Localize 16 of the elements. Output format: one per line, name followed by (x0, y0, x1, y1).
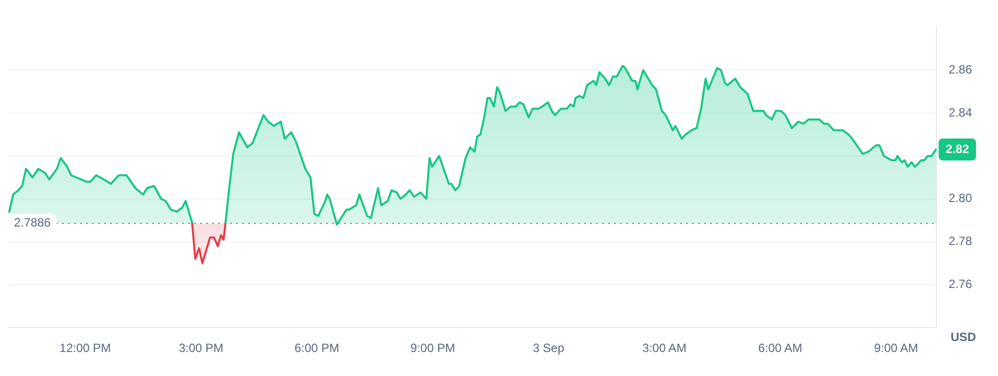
x-tick-label: 6:00 PM (294, 341, 340, 356)
y-tick-label: 2.86 (948, 62, 972, 76)
x-tick-label: 3:00 PM (178, 341, 224, 356)
x-tick-label: 9:00 PM (410, 341, 456, 356)
x-tick-label: 9:00 AM (874, 341, 918, 356)
x-tick-label: 6:00 AM (758, 341, 802, 356)
y-tick-label: 2.78 (948, 234, 972, 248)
x-tick-label: 12:00 PM (60, 341, 111, 356)
y-axis-title: USD (950, 330, 976, 344)
y-tick-label: 2.76 (948, 277, 972, 291)
y-tick-label: 2.80 (948, 191, 972, 206)
ref-line-label: 2.7886 (14, 216, 52, 230)
annotation: 2.82 (946, 142, 970, 156)
x-tick-label: 3 Sep (532, 341, 565, 356)
y-tick-label: 2.84 (948, 105, 972, 120)
x-tick-label: 3:00 AM (642, 341, 686, 356)
